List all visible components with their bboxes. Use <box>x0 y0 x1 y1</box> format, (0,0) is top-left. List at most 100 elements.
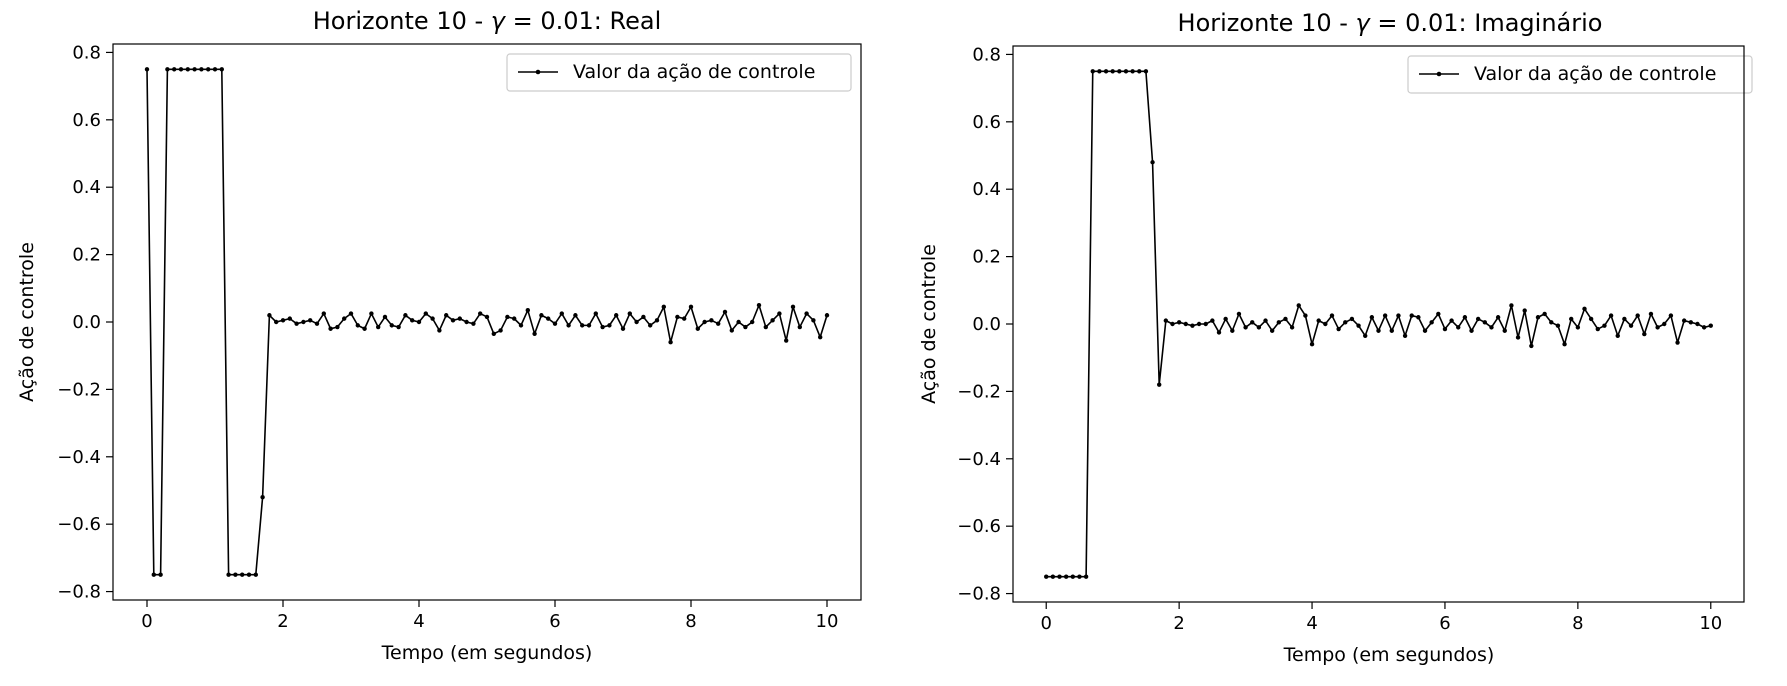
chart-real-data-point <box>206 67 211 72</box>
chart-real-data-point <box>382 314 388 320</box>
chart-real-data-point <box>267 313 272 318</box>
chart-real-data-point <box>797 324 802 330</box>
chart-imaginario-data-point <box>1044 574 1049 579</box>
chart-imaginario-data-point <box>1542 311 1547 317</box>
chart-real-x-tick-label: 4 <box>413 611 424 632</box>
chart-real-data-point <box>648 323 653 328</box>
chart-real-data-point <box>280 318 286 323</box>
chart-imaginario-data-point <box>1489 325 1494 330</box>
chart-real-data-point <box>328 326 333 331</box>
chart-imaginario-data-point <box>1662 321 1667 327</box>
chart-real-data-point <box>743 324 748 330</box>
chart-imaginario-y-tick-label: −0.8 <box>957 584 1001 605</box>
chart-real-data-point <box>199 67 204 72</box>
chart-imaginario-axes-frame <box>1012 45 1745 603</box>
chart-real-data-point <box>491 331 496 336</box>
chart-imaginario-data-point <box>1356 323 1361 328</box>
chart-imaginario-data-point <box>1402 333 1408 338</box>
chart-real-data-point <box>335 324 340 330</box>
chart-imaginario-data-point <box>1416 315 1421 320</box>
chart-real-data-point <box>151 572 156 577</box>
chart-imaginario-data-point <box>1436 311 1441 317</box>
chart-imaginario-y-ticks: −0.8 −0.6 −0.4 −0.2 0.0 0.2 0.4 0.6 0.8 <box>957 44 1013 605</box>
chart-imaginario-x-tick-label: 10 <box>1699 613 1722 634</box>
chart-real-data-point <box>478 311 483 316</box>
chart-real-data-point <box>675 314 680 320</box>
chart-imaginario-data-point <box>1269 328 1275 333</box>
chart-imaginario-data-point <box>1422 328 1428 333</box>
chart-real-y-ticks: −0.8 −0.6 −0.4 −0.2 0.0 0.2 0.4 0.6 0.8 <box>57 42 113 603</box>
chart-real-data-point <box>634 319 639 325</box>
chart-real-data-point <box>586 323 592 328</box>
chart-real-data-point <box>185 67 190 72</box>
chart-imaginario-plot-area <box>1044 69 1713 579</box>
chart-real-y-tick-label: −0.4 <box>57 447 101 468</box>
chart-real-legend-box <box>506 53 852 92</box>
chart-imaginario-data-point <box>1170 321 1175 327</box>
chart-imaginario-data-point <box>1163 318 1169 323</box>
chart-real-data-point <box>172 67 177 72</box>
chart-real-data-point <box>294 321 299 326</box>
chart-real-data-point <box>600 324 605 330</box>
chart-imaginario-data-point <box>1243 325 1248 330</box>
chart-imaginario-title: Horizonte 10 - γ = 0.01: Imaginário <box>1178 9 1603 37</box>
chart-real-data-point <box>573 313 578 318</box>
chart-imaginario-data-point <box>1283 316 1288 322</box>
chart-real-data-point <box>253 572 258 577</box>
chart-real-data-point <box>716 321 721 326</box>
chart-imaginario-data-point <box>1050 574 1056 579</box>
chart-real-data-point <box>729 328 734 333</box>
chart-real-data-point <box>566 323 571 328</box>
chart-real-data-point <box>702 319 707 325</box>
chart-imaginario-data-point <box>1569 316 1574 322</box>
chart-imaginario-data-point <box>1117 69 1122 74</box>
chart-real-axes-frame <box>112 43 862 601</box>
chart-imaginario-data-point <box>1203 321 1208 327</box>
chart-real-data-point <box>763 324 768 330</box>
chart-imaginario-y-tick-label: 0.0 <box>972 314 1001 335</box>
chart-real-data-point <box>518 323 524 328</box>
chart-real-data-point <box>464 319 469 325</box>
chart-real-data-point <box>777 311 782 316</box>
chart-real-y-tick-label: 0.6 <box>72 110 101 131</box>
chart-real-data-point <box>450 318 456 323</box>
chart-imaginario-data-point <box>1137 69 1142 74</box>
chart-real-x-tick-label: 6 <box>549 611 560 632</box>
chart-imaginario-data-point <box>1250 320 1255 325</box>
chart-imaginario-data-point <box>1701 325 1707 330</box>
chart-imaginario-y-tick-label: 0.6 <box>972 112 1001 133</box>
chart-imaginario-data-point <box>1070 574 1076 579</box>
chart-real-data-point <box>539 313 544 318</box>
chart-real-data-point <box>444 313 449 318</box>
chart-real-y-axis-label: Ação de controle <box>16 242 38 402</box>
chart-imaginario-data-point <box>1389 328 1394 333</box>
chart-imaginario-x-tick-label: 2 <box>1173 613 1184 634</box>
chart-real-data-point <box>512 316 517 321</box>
chart-imaginario-data-point <box>1549 320 1554 325</box>
chart-real-y-tick-label: −0.2 <box>57 379 101 400</box>
chart-real-data-point <box>437 328 442 333</box>
chart-imaginario-data-point <box>1695 321 1700 327</box>
chart-real-data-point <box>457 316 462 321</box>
chart-real-data-point <box>784 338 789 343</box>
chart-imaginario-data-point <box>1688 320 1694 325</box>
chart-real-data-point <box>736 319 741 325</box>
chart-real-data-point <box>525 308 530 313</box>
chart-real-data-point <box>233 572 238 577</box>
chart-real-data-point <box>410 318 415 323</box>
chart-real-data-point <box>546 316 551 321</box>
chart-imaginario-data-point <box>1475 316 1481 322</box>
chart-real-data-point <box>552 321 558 326</box>
chart-imaginario-data-point <box>1615 333 1620 338</box>
chart-imaginario-data-point <box>1535 315 1541 320</box>
chart-imaginario-data-point <box>1176 320 1182 325</box>
chart-imaginario-data-point <box>1681 318 1687 323</box>
chart-imaginario-data-point <box>1502 328 1507 333</box>
chart-imaginario-data-point <box>1230 328 1235 333</box>
chart-real-data-point <box>532 331 537 336</box>
chart-imaginario-data-point <box>1642 331 1647 337</box>
chart-imaginario-data-point <box>1130 69 1135 74</box>
chart-real-data-point <box>144 67 150 72</box>
chart-real-data-point <box>614 313 619 318</box>
